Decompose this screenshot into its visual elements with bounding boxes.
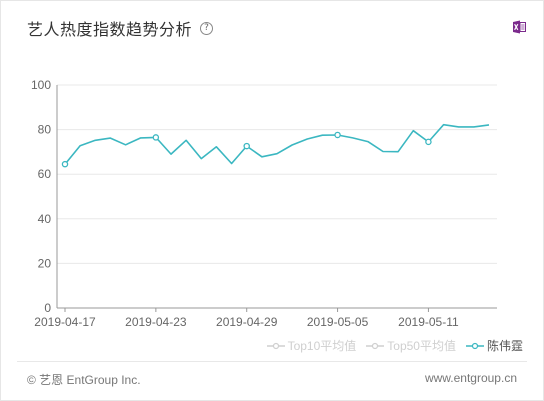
legend-marker-top50-icon: [366, 342, 384, 350]
help-icon[interactable]: ?: [200, 22, 213, 35]
y-tick-label-60: 60: [38, 167, 52, 181]
legend-item-artist[interactable]: 陈伟霆: [466, 337, 523, 354]
data-point-2019-04-23: [153, 135, 158, 140]
x-tick-label-2019-04-29: 2019-04-29: [216, 315, 278, 329]
legend-label-top10: Top10平均值: [288, 337, 357, 354]
legend-item-top10[interactable]: Top10平均值: [267, 337, 357, 354]
x-tick-label-2019-04-17: 2019-04-17: [34, 315, 96, 329]
legend-label-top50: Top50平均值: [387, 337, 456, 354]
x-tick-label-2019-04-23: 2019-04-23: [125, 315, 187, 329]
y-tick-label-40: 40: [38, 212, 52, 226]
data-point-2019-04-29: [244, 144, 249, 149]
legend-marker-artist-icon: [466, 342, 484, 350]
legend-marker-top10-icon: [267, 342, 285, 350]
y-tick-label-100: 100: [31, 78, 51, 92]
footer-divider: [17, 361, 527, 362]
x-tick-label-2019-05-05: 2019-05-05: [307, 315, 369, 329]
footer-copyright: © 艺恩 EntGroup Inc.: [27, 371, 141, 388]
legend-item-top50[interactable]: Top50平均值: [366, 337, 456, 354]
x-tick-label-2019-05-11: 2019-05-11: [398, 315, 459, 329]
legend-label-artist: 陈伟霆: [487, 337, 523, 354]
line-chart: 0 20 40 60 80 100 2019-04-17 2019-04-23 2019-04-…: [1, 61, 544, 331]
y-tick-label-0: 0: [44, 301, 51, 315]
data-point-2019-05-05: [335, 132, 340, 137]
data-point-2019-05-11: [426, 139, 431, 144]
excel-export-icon[interactable]: [511, 19, 527, 35]
chart-header: 艺人热度指数趋势分析 ?: [27, 15, 213, 41]
series-line-0: [65, 125, 489, 165]
y-tick-label-20: 20: [38, 256, 52, 270]
footer-website[interactable]: www.entgroup.cn: [425, 371, 517, 385]
data-point-2019-04-17: [62, 162, 67, 167]
chart-legend: Top10平均值 Top50平均值 陈伟霆: [257, 337, 523, 354]
chart-title: 艺人热度指数趋势分析: [27, 16, 192, 40]
y-tick-label-80: 80: [38, 123, 52, 137]
